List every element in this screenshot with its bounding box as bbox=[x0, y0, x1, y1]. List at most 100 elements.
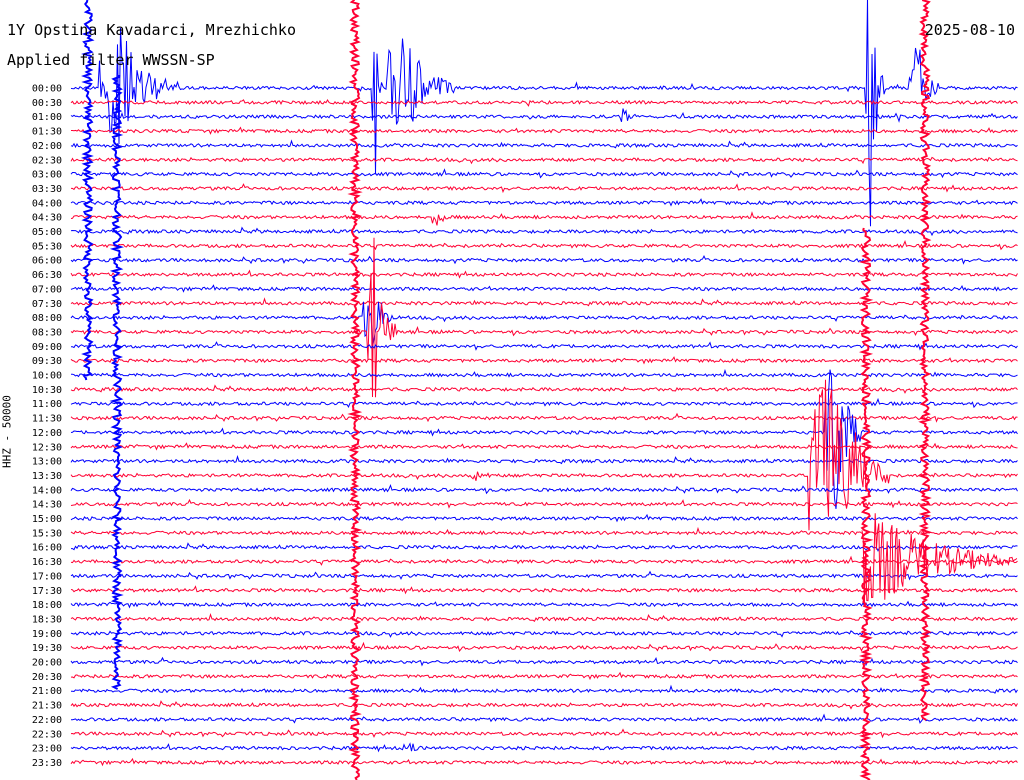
row-time-label: 07:30 bbox=[32, 299, 62, 310]
trace-row-0100 bbox=[70, 108, 1018, 123]
trace-row-1330 bbox=[70, 379, 1018, 531]
event-spike-0 bbox=[347, 0, 363, 780]
trace-row-1300 bbox=[70, 455, 1018, 465]
trace-row-2000 bbox=[70, 656, 1018, 667]
trace-row-0300 bbox=[70, 168, 1018, 179]
row-time-label: 15:30 bbox=[32, 528, 62, 539]
trace-row-1500 bbox=[70, 513, 1018, 523]
row-time-label: 11:00 bbox=[32, 399, 62, 410]
trace-row-1600 bbox=[71, 542, 1018, 552]
trace-row-0900 bbox=[70, 341, 1018, 351]
trace-row-1730 bbox=[70, 585, 1018, 595]
trace-row-2230 bbox=[70, 728, 1018, 739]
row-time-label: 12:30 bbox=[32, 442, 62, 453]
row-time-label: 03:00 bbox=[32, 170, 62, 181]
filter-label: Applied filter WWSSN-SP bbox=[7, 51, 215, 69]
trace-row-0400 bbox=[70, 198, 1018, 207]
row-time-label: 01:30 bbox=[32, 127, 62, 138]
time-tick-labels: 00:00 00:30 01:00 01:30 02:00 02:30 03:00 03:30… bbox=[32, 84, 62, 769]
trace-row-1000 bbox=[70, 368, 1018, 378]
row-time-label: 14:00 bbox=[32, 485, 62, 496]
row-time-label: 06:00 bbox=[32, 256, 62, 267]
row-time-label: 18:00 bbox=[32, 600, 62, 611]
trace-row-0630 bbox=[70, 269, 1018, 279]
trace-row-2330 bbox=[70, 757, 1018, 767]
trace-row-0200 bbox=[70, 139, 1018, 149]
row-time-label: 14:30 bbox=[32, 500, 62, 511]
trace-row-0800 bbox=[70, 301, 1018, 348]
trace-row-2300 bbox=[70, 742, 1018, 753]
channel-axis-label: HHZ - 50000 bbox=[0, 395, 14, 468]
row-time-label: 17:30 bbox=[32, 586, 62, 597]
trace-row-1930 bbox=[70, 641, 1018, 653]
row-time-label: 22:30 bbox=[32, 729, 62, 740]
trace-row-1430 bbox=[70, 498, 1018, 509]
trace-group bbox=[70, 0, 1018, 780]
trace-row-1100 bbox=[70, 397, 1018, 409]
trace-row-0730 bbox=[70, 297, 1018, 307]
event-coda bbox=[861, 513, 1018, 605]
row-time-label: 02:00 bbox=[32, 141, 62, 152]
station-title: 1Y Opstina Kavadarci, Mrezhichko bbox=[7, 21, 296, 39]
row-time-label: 09:00 bbox=[32, 342, 62, 353]
row-time-label: 21:00 bbox=[32, 686, 62, 697]
row-time-label: 23:00 bbox=[32, 744, 62, 755]
trace-row-0430 bbox=[70, 211, 1018, 226]
row-time-label: 05:00 bbox=[32, 227, 62, 238]
trace-row-0000 bbox=[70, 0, 1018, 227]
trace-row-0830 bbox=[70, 237, 1018, 398]
trace-row-1630 bbox=[70, 555, 1018, 566]
row-time-label: 13:30 bbox=[32, 471, 62, 482]
row-time-label: 05:30 bbox=[32, 241, 62, 252]
trace-row-1030 bbox=[70, 384, 1018, 394]
row-time-label: 23:30 bbox=[32, 758, 62, 769]
trace-row-1830 bbox=[70, 612, 1018, 623]
event-spike-3 bbox=[81, 0, 95, 381]
row-time-label: 04:30 bbox=[32, 213, 62, 224]
trace-row-0030 bbox=[70, 99, 1018, 107]
row-time-label: 00:30 bbox=[32, 98, 62, 109]
trace-row-0700 bbox=[70, 284, 1018, 293]
row-time-label: 02:30 bbox=[32, 155, 62, 166]
trace-row-1200 bbox=[70, 369, 1018, 509]
row-time-label: 21:30 bbox=[32, 701, 62, 712]
row-time-label: 17:00 bbox=[32, 571, 62, 582]
trace-row-1230 bbox=[70, 442, 1018, 451]
trace-row-1400 bbox=[70, 483, 1018, 495]
trace-row-0600 bbox=[70, 254, 1018, 265]
row-time-label: 10:30 bbox=[32, 385, 62, 396]
row-time-label: 01:00 bbox=[32, 112, 62, 123]
trace-row-2200 bbox=[70, 713, 1018, 724]
row-time-label: 16:30 bbox=[32, 557, 62, 568]
trace-row-0130 bbox=[71, 126, 1018, 135]
row-time-label: 19:00 bbox=[32, 629, 62, 640]
row-time-label: 00:00 bbox=[32, 84, 62, 95]
trace-row-0930 bbox=[70, 356, 1018, 365]
trace-row-0230 bbox=[70, 156, 1018, 165]
row-time-label: 09:30 bbox=[32, 356, 62, 367]
trace-row-2130 bbox=[70, 700, 1018, 710]
row-time-label: 16:00 bbox=[32, 543, 62, 554]
row-time-label: 08:00 bbox=[32, 313, 62, 324]
trace-row-1530 bbox=[70, 526, 1018, 536]
trace-row-0330 bbox=[71, 183, 1018, 194]
event-spike-2 bbox=[918, 0, 933, 721]
trace-row-0500 bbox=[70, 226, 1018, 237]
trace-row-1900 bbox=[70, 630, 1018, 638]
event-spike-1 bbox=[858, 227, 874, 780]
row-time-label: 22:00 bbox=[32, 715, 62, 726]
date-label: 2025-08-10 bbox=[924, 21, 1015, 39]
trace-row-2030 bbox=[70, 671, 1018, 681]
row-time-label: 20:30 bbox=[32, 672, 62, 683]
row-time-label: 06:30 bbox=[32, 270, 62, 281]
row-time-label: 04:00 bbox=[32, 198, 62, 209]
trace-row-1700 bbox=[70, 570, 1018, 581]
row-time-label: 03:30 bbox=[32, 184, 62, 195]
trace-row-0530 bbox=[70, 239, 1018, 251]
row-time-label: 07:00 bbox=[32, 284, 62, 295]
event-spike-4 bbox=[109, 74, 125, 690]
row-time-label: 11:30 bbox=[32, 414, 62, 425]
row-time-label: 20:00 bbox=[32, 658, 62, 669]
row-time-label: 18:30 bbox=[32, 614, 62, 625]
